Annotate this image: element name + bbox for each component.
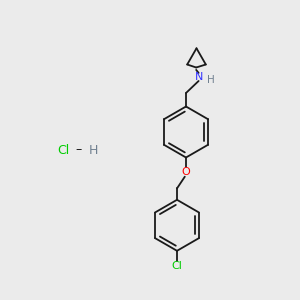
Text: –: – <box>76 143 82 157</box>
Text: O: O <box>182 167 190 177</box>
Text: H: H <box>88 143 98 157</box>
Text: N: N <box>194 72 203 82</box>
Text: H: H <box>207 75 215 85</box>
Text: Cl: Cl <box>57 143 69 157</box>
Text: Cl: Cl <box>172 261 182 271</box>
